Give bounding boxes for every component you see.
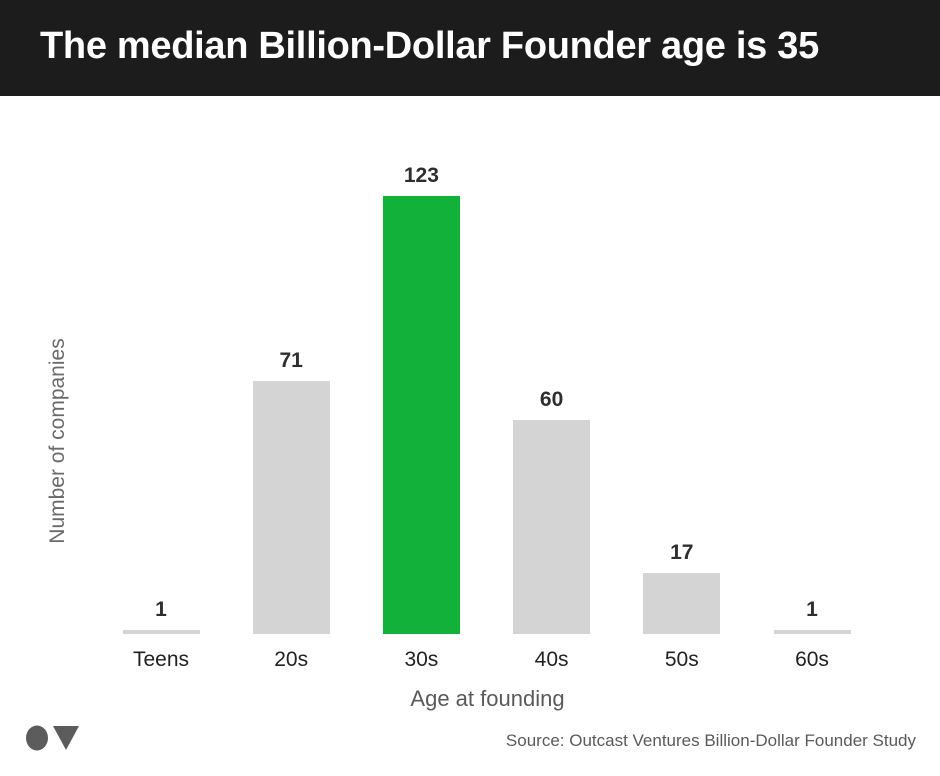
x-tick-label: 60s [795, 648, 829, 671]
x-tick-label: 20s [274, 648, 309, 671]
y-axis-label: Number of companies [46, 338, 69, 544]
bar-50s [643, 573, 721, 634]
source-caption: Source: Outcast Ventures Billion-Dollar … [505, 731, 916, 750]
bar-value-label: 123 [403, 164, 439, 187]
title-banner: The median Billion-Dollar Founder age is… [0, 0, 940, 96]
bar-20s [252, 381, 330, 634]
x-tick-label: Teens [132, 648, 190, 671]
bar-value-label: 17 [670, 541, 694, 565]
bar-teens [122, 630, 200, 634]
bar-40s [513, 420, 591, 634]
bar-value-label: 1 [155, 598, 167, 621]
bar-30s [382, 196, 460, 634]
chart-title: The median Billion-Dollar Founder age is… [40, 25, 819, 67]
bar-value-label: 71 [279, 349, 303, 373]
x-tick-label: 50s [664, 648, 699, 671]
x-tick-label: 30s [404, 648, 439, 671]
bar-60s [773, 630, 851, 634]
outcast-ventures-logo-icon [26, 725, 79, 751]
x-tick-label: 40s [534, 648, 569, 671]
bar-value-label: 1 [806, 598, 818, 621]
bar-value-label: 60 [539, 388, 564, 412]
x-axis-label: Age at founding [410, 686, 565, 711]
